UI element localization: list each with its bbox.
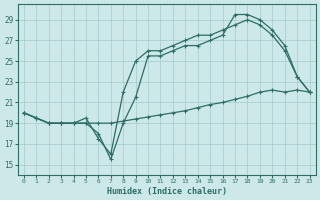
X-axis label: Humidex (Indice chaleur): Humidex (Indice chaleur)	[107, 187, 227, 196]
